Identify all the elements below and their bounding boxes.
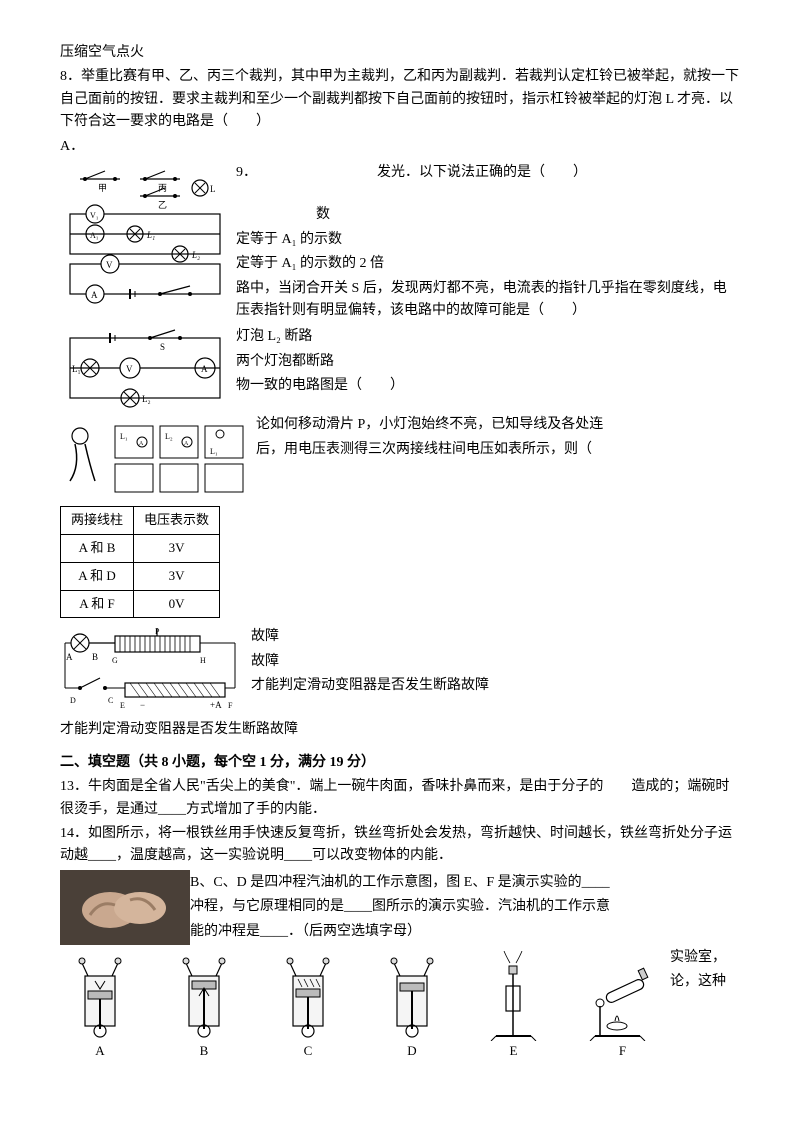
svg-text:V: V: [126, 364, 133, 374]
q12-r2: 后，用电压表测得三次两接线柱间电压如表所示，则（: [256, 439, 740, 461]
q12-opt3: 才能判定滑动变阻器是否发生断路故障: [251, 675, 740, 697]
svg-text:L₂: L₂: [142, 394, 151, 404]
q9-r4: 定等于 A₁ 的示数的 2 倍: [236, 256, 384, 271]
q8-option-a: A．: [60, 136, 740, 158]
q10-row: S L₁ A V L₂ 灯泡 L₂ 断路 两个灯泡都断路 物一致的电路图是（ ）: [60, 324, 740, 412]
svg-text:L₂: L₂: [191, 250, 200, 260]
engine-label: C: [278, 1041, 338, 1062]
engine-d: D: [382, 951, 442, 1062]
svg-text:A₁: A₁: [90, 231, 99, 240]
engine-label: D: [382, 1041, 442, 1062]
voltage-table: 两接线柱 电压表示数 A 和 B 3V A 和 D 3V A 和 F 0V: [60, 506, 220, 618]
svg-text:F: F: [228, 701, 233, 710]
svg-text:E: E: [120, 701, 125, 710]
engine-label: F: [585, 1041, 660, 1062]
engine-label: A: [70, 1041, 130, 1062]
q12-opt4: 才能判定滑动变阻器是否发生断路故障: [60, 719, 740, 741]
table-row: A 和 F 0V: [61, 590, 220, 618]
demo-f: F: [585, 951, 660, 1062]
svg-text:L₁: L₁: [120, 432, 128, 441]
q12-opt2: 故障: [251, 651, 740, 673]
q15-r1: B、C、D 是四冲程汽油机的工作示意图，图 E、F 是演示实验的____: [190, 872, 740, 894]
svg-text:−: −: [140, 700, 145, 710]
q9-num: 9．: [236, 165, 257, 180]
svg-text:C: C: [108, 696, 113, 705]
engine-label: E: [486, 1041, 541, 1062]
svg-text:乙: 乙: [158, 200, 167, 210]
q9-r3: 定等于 A₁ 的示数: [236, 232, 342, 247]
svg-text:L₁: L₁: [72, 364, 81, 374]
svg-text:D: D: [70, 696, 76, 705]
svg-text:H: H: [200, 656, 206, 665]
svg-text:+A: +A: [210, 700, 222, 710]
svg-text:B: B: [92, 652, 98, 662]
svg-text:丙: 丙: [158, 183, 167, 193]
svg-text:A: A: [139, 441, 144, 447]
svg-text:L₁: L₁: [210, 447, 218, 456]
q16-r1: 实验室，: [670, 947, 740, 969]
q13-text: 13．牛肉面是全省人民"舌尖上的美食"．端上一碗牛肉面，香味扑鼻而来，是由于分子…: [60, 776, 740, 821]
q15-r3: 能的冲程是____．（后两空选填字母）: [190, 921, 740, 943]
svg-text:甲: 甲: [98, 183, 107, 193]
svg-text:A: A: [184, 441, 189, 447]
table-row: A 和 D 3V: [61, 562, 220, 590]
q9-text-block: 9． 发光．以下说法正确的是（ ） 数 定等于 A₁ 的示数 定等于 A₁ 的示数…: [236, 160, 740, 324]
svg-text:V₁: V₁: [90, 211, 99, 220]
th-terminals: 两接线柱: [61, 507, 134, 535]
svg-text:A: A: [91, 290, 98, 300]
q14-text: 14．如图所示，将一根铁丝用手快速反复弯折，铁丝弯折处会发热，弯折越快、时间越长…: [60, 823, 740, 868]
q11-circuit-diagrams: L₁ A L₂ A L₁: [60, 416, 250, 496]
svg-text:L₂: L₂: [165, 432, 173, 441]
rheostat-circuit-diagram: AB P GH DC: [60, 628, 245, 713]
q15-row: B、C、D 是四冲程汽油机的工作示意图，图 E、F 是演示实验的____ 冲程，…: [60, 870, 740, 945]
q10-opt2: 两个灯泡都断路: [236, 351, 740, 373]
svg-text:A: A: [201, 364, 208, 374]
engine-label: B: [174, 1041, 234, 1062]
th-reading: 电压表示数: [134, 507, 220, 535]
engine-a: A: [70, 951, 130, 1062]
q12-text-block: 论如何移动滑片 P，小灯泡始终不亮，已知导线及各处连 后，用电压表测得三次两接线…: [256, 412, 740, 463]
svg-text:L₁: L₁: [146, 230, 155, 240]
q9-r1: 发光．以下说法正确的是（ ）: [377, 165, 587, 180]
engine-diagrams-row: A B: [60, 951, 670, 1062]
engine-c: C: [278, 951, 338, 1062]
demo-e: E: [486, 951, 541, 1062]
q7-tail: 压缩空气点火: [60, 42, 740, 64]
hands-photo: [60, 870, 190, 945]
svg-text:V: V: [106, 260, 113, 270]
q16-r2: 论，这种: [670, 971, 740, 993]
q9-r2: 数: [316, 207, 330, 222]
q9-row: 甲 丙 乙 L V₁ A₁ L₁ L₂ V: [60, 160, 740, 324]
q10-options: 灯泡 L₂ 断路 两个灯泡都断路 物一致的电路图是（ ）: [236, 324, 740, 399]
q12-row: L₁ A L₂ A L₁ 论如何移动滑片 P，小灯泡始终不亮，已知导线及各处连 …: [60, 412, 740, 500]
table-row: A 和 B 3V: [61, 535, 220, 563]
svg-text:S: S: [160, 342, 165, 352]
section2-title: 二、填空题（共 8 小题，每个空 1 分，满分 19 分）: [60, 752, 740, 774]
q12-circuit-row: AB P GH DC: [60, 624, 740, 717]
q12-r1: 论如何移动滑片 P，小灯泡始终不亮，已知导线及各处连: [256, 414, 740, 436]
svg-text:L: L: [210, 184, 216, 194]
engine-b: B: [174, 951, 234, 1062]
q15-text-block: B、C、D 是四冲程汽油机的工作示意图，图 E、F 是演示实验的____ 冲程，…: [190, 870, 740, 945]
q11-text: 物一致的电路图是（ ）: [236, 375, 740, 397]
q15-r2: 冲程，与它原理相同的是____图所示的演示实验．汽油机的工作示意: [190, 896, 740, 918]
q12-options: 故障 故障 才能判定滑动变阻器是否发生断路故障: [251, 624, 740, 699]
svg-text:A: A: [66, 652, 73, 662]
q8-text: 8．举重比赛有甲、乙、丙三个裁判，其中甲为主裁判，乙和丙为副裁判．若裁判认定杠铃…: [60, 66, 740, 133]
q9-circuit-diagram: 甲 丙 乙 L V₁ A₁ L₁ L₂ V: [60, 164, 230, 304]
q10-text: 路中，当闭合开关 S 后，发现两灯都不亮，电流表的指针几乎指在零刻度线，电压表指…: [236, 278, 740, 323]
svg-text:G: G: [112, 656, 118, 665]
q10-opt1: 灯泡 L₂ 断路: [236, 326, 740, 348]
q12-opt1: 故障: [251, 626, 740, 648]
engine-row-wrap: A B: [60, 945, 740, 1062]
q16-side-text: 实验室， 论，这种: [670, 945, 740, 996]
q10-circuit-diagram: S L₁ A V L₂: [60, 328, 230, 408]
